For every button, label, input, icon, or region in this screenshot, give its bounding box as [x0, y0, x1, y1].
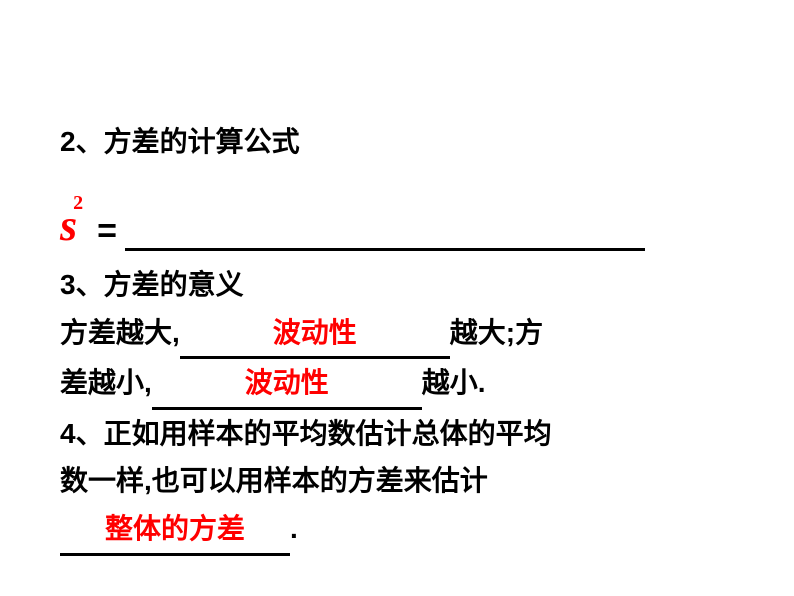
- slide-content: 2、方差的计算公式 s2 = 3、方差的意义 方差越大, 波动性 越大;方 差越小,…: [60, 120, 754, 556]
- blank-3: 整体的方差: [60, 505, 290, 556]
- section4-line1: 4、正如用样本的平均数估计总体的平均: [60, 410, 754, 458]
- section3-block: 3、方差的意义 方差越大,波动性越大;方 差越小,波动性越小. 4、正如用样本的…: [60, 261, 754, 556]
- answer-1: 波动性: [273, 317, 357, 348]
- blank-1: 波动性: [180, 309, 450, 360]
- section3-line2: 差越小, 波动性 越小.: [60, 359, 754, 410]
- section4-line2: 数一样,也可以用样本的方差来估计: [60, 457, 754, 505]
- section2-title: 2、方差的计算公式: [60, 120, 754, 160]
- answer-3: 整体的方差: [105, 513, 245, 544]
- line2-pre: 差越小,: [60, 367, 152, 398]
- line1-post: 越大;方: [450, 317, 543, 348]
- section3-title: 3、方差的意义: [60, 261, 754, 309]
- formula-row: s2 =: [60, 200, 754, 251]
- variable-s-squared: s2: [60, 200, 77, 251]
- formula-blank: [125, 221, 645, 251]
- line3-post: .: [290, 513, 298, 544]
- section3-line1: 方差越大, 波动性 越大;方: [60, 309, 754, 360]
- blank-2: 波动性: [152, 359, 422, 410]
- answer-2: 波动性: [245, 367, 329, 398]
- variable-superscript: 2: [73, 192, 83, 215]
- line1-pre: 方差越大,: [60, 317, 180, 348]
- section4-line3: 整体的方差.: [60, 505, 754, 556]
- equals-sign: =: [97, 212, 117, 251]
- line2-post: 越小.: [422, 367, 486, 398]
